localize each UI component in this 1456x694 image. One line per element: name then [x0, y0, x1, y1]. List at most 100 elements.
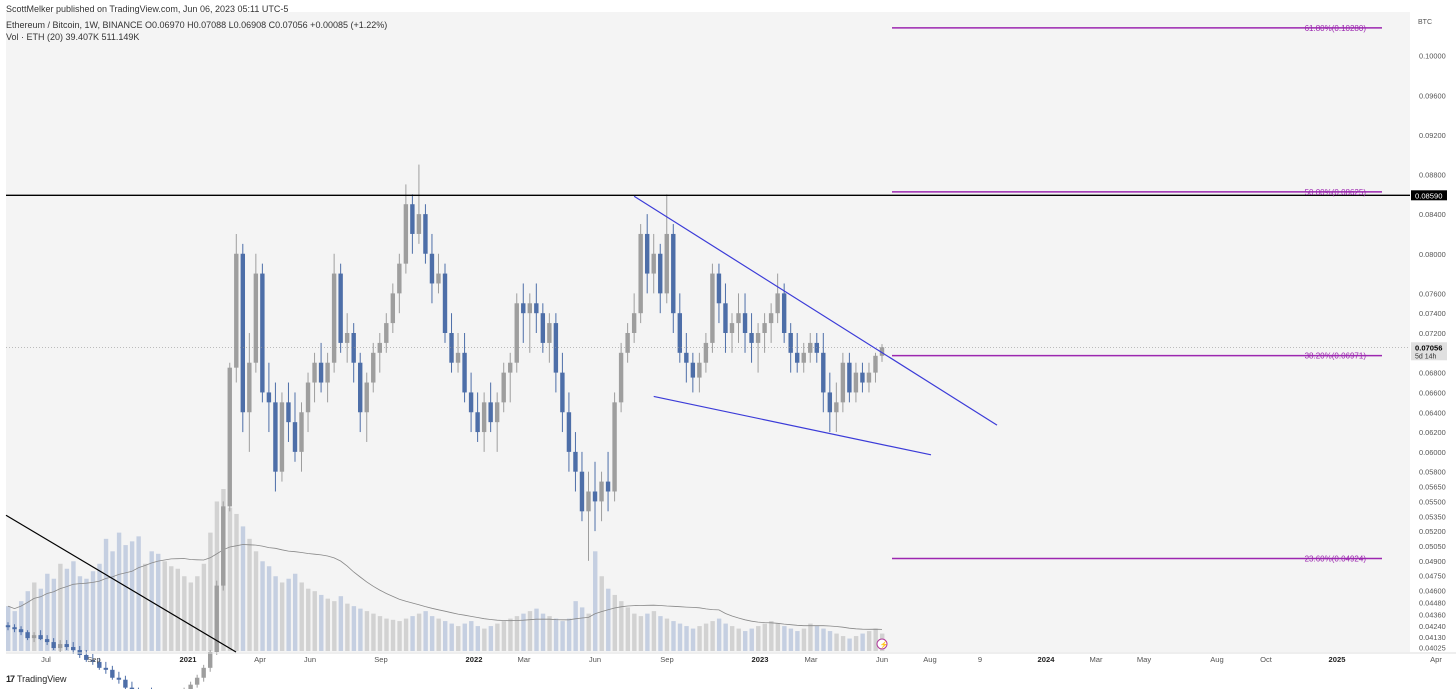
candle-body [84, 654, 89, 660]
volume-bar [332, 601, 337, 651]
volume-bar [462, 623, 467, 651]
volume-bar [32, 582, 37, 651]
time-axis-tick: Aug [923, 655, 937, 664]
candle-body [540, 313, 546, 343]
volume-legend: Vol · ETH (20) 39.407K 511.149K [6, 32, 140, 42]
volume-bar [469, 621, 474, 651]
candle-body [390, 293, 396, 324]
volume-bar [208, 532, 213, 651]
volume-bar [266, 566, 272, 651]
volume-bar [156, 553, 161, 651]
candle-body [221, 506, 226, 586]
brand-name: TradingView [17, 674, 67, 684]
volume-bar [384, 618, 389, 651]
volume-bar [103, 538, 109, 651]
candle-body [625, 333, 630, 353]
volume-bar [116, 532, 122, 651]
candle-body [234, 253, 239, 368]
candle-body [351, 333, 356, 363]
time-axis-tick: 2025 [1329, 655, 1347, 664]
volume-bar [142, 563, 148, 651]
volume-bar [38, 588, 44, 651]
candle-body [279, 402, 285, 472]
volume-bar [97, 563, 102, 651]
candle-body [768, 313, 774, 324]
candle-body [644, 233, 650, 274]
candle-body [612, 402, 617, 492]
fib-level-label: 23.60%(0.04924) [1305, 554, 1367, 563]
candle-body [116, 677, 122, 680]
time-axis-tick: Sep [374, 655, 388, 664]
volume-bar [123, 545, 128, 651]
volume-bar [71, 561, 76, 651]
candle-body [442, 273, 448, 333]
candle-body [638, 233, 643, 314]
volume-bar [560, 621, 565, 651]
candle-body [77, 650, 82, 655]
candle-body [762, 323, 767, 333]
candle-body [697, 362, 702, 378]
volume-bar [77, 576, 83, 651]
volume-bar [19, 601, 24, 651]
volume-bar [234, 513, 239, 651]
candle-body [494, 402, 500, 423]
candle-body [664, 233, 669, 294]
candle-body [781, 293, 787, 333]
candle-body [25, 632, 30, 639]
volume-bar [664, 618, 670, 651]
candle-body [631, 313, 637, 333]
volume-bar [677, 623, 683, 651]
candle-body [429, 253, 435, 284]
candle-body [808, 342, 813, 353]
volume-bar [429, 616, 435, 651]
price-axis-tick: 0.08000 [1419, 250, 1446, 259]
time-axis-tick: May [1137, 655, 1152, 664]
candle-body [684, 352, 689, 363]
volume-bar [312, 591, 317, 651]
candle-body [397, 263, 402, 294]
volume-bar [195, 576, 200, 651]
volume-bar [808, 623, 813, 651]
time-axis-tick: Jun [589, 655, 601, 664]
price-axis-tick: 0.08400 [1419, 210, 1446, 219]
candle-body [103, 667, 109, 670]
volume-bar [540, 613, 546, 651]
volume-bar [292, 573, 298, 651]
volume-bar [247, 538, 252, 651]
volume-bar [475, 626, 481, 651]
candle-body [312, 362, 317, 383]
volume-bar [690, 628, 696, 651]
candle-body [860, 372, 865, 383]
bar-countdown-text: 5d 14h [1415, 353, 1437, 360]
volume-bar [547, 616, 552, 651]
volume-bar [240, 526, 246, 651]
volume-bar [599, 576, 604, 651]
candle-body [227, 367, 232, 507]
alert-clock-icon [876, 638, 888, 650]
price-axis-tick: 0.04750 [1419, 572, 1446, 581]
volume-bar [566, 618, 572, 651]
candle-body [436, 273, 441, 284]
last-price-badge-text: 0.07056 [1415, 343, 1442, 352]
volume-bar [619, 601, 624, 651]
publisher-line: ScottMelker published on TradingView.com… [6, 4, 289, 14]
volume-bar [377, 616, 383, 651]
candle-body [403, 204, 409, 264]
volume-bar [279, 582, 285, 651]
price-axis-tick: 0.09200 [1419, 131, 1446, 140]
volume-bar [64, 568, 70, 651]
candle-body [547, 323, 552, 343]
volume-bar [129, 541, 135, 651]
volume-bar [514, 616, 520, 651]
candle-body [821, 352, 826, 393]
volume-bar [182, 576, 187, 651]
volume-bar [397, 621, 402, 651]
price-axis-tick: 0.06000 [1419, 448, 1446, 457]
price-axis-tick: 0.04600 [1419, 587, 1446, 596]
long-term-downtrend-line [5, 514, 237, 653]
volume-bar [501, 621, 507, 651]
candle-body [416, 214, 422, 234]
candle-body [853, 372, 859, 393]
